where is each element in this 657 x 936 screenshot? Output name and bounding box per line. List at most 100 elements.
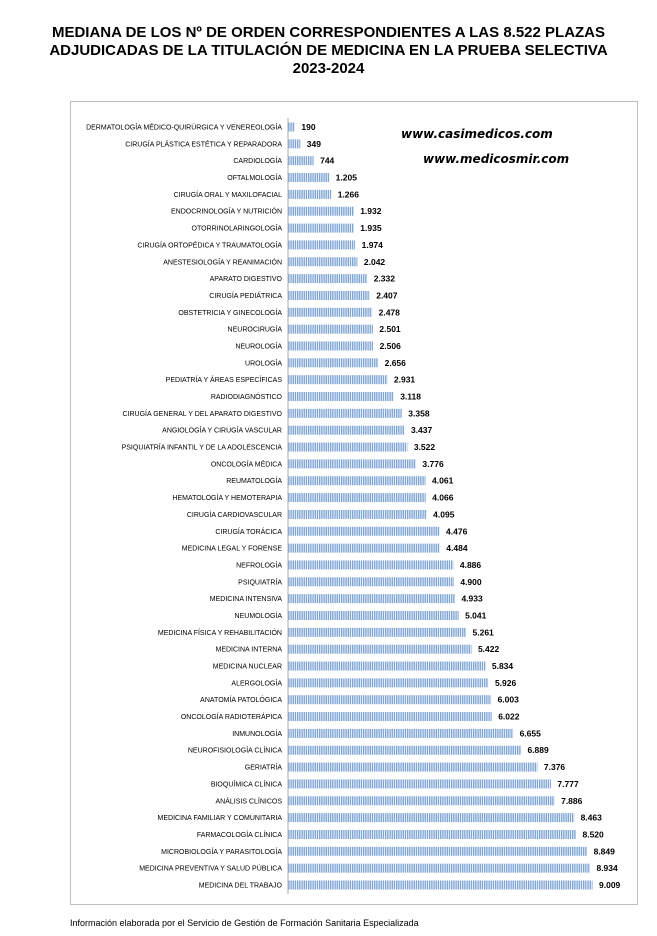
category-label: MEDICINA INTENSIVA xyxy=(210,596,283,603)
value-label: 5.422 xyxy=(478,644,500,654)
value-label: 3.522 xyxy=(414,442,436,452)
category-label: CIRUGÍA PLÁSTICA ESTÉTICA Y REPARADORA xyxy=(125,139,282,148)
watermark-casimedicos: www.casimedicos.com xyxy=(401,127,553,141)
bar xyxy=(288,813,575,823)
category-label: CIRUGÍA PEDIÁTRICA xyxy=(209,291,282,300)
value-label: 6.022 xyxy=(498,712,520,722)
bar xyxy=(288,594,455,604)
value-label: 8.520 xyxy=(582,829,604,839)
category-label: HEMATOLOGÍA Y HEMOTERAPIA xyxy=(172,493,282,502)
bar xyxy=(288,745,521,755)
category-label: MEDICINA PREVENTIVA Y SALUD PÚBLICA xyxy=(139,864,282,873)
category-label: ANATOMÍA PATOLÓGICA xyxy=(200,695,282,704)
value-label: 3.358 xyxy=(408,408,430,418)
bar xyxy=(288,223,354,233)
bar xyxy=(288,661,486,671)
category-label: MEDICINA NUCLEAR xyxy=(213,664,282,671)
value-label: 190 xyxy=(301,122,315,132)
value-label: 7.376 xyxy=(544,762,566,772)
bar xyxy=(288,375,388,385)
category-label: RADIODIAGNÓSTICO xyxy=(211,392,283,401)
value-label: 8.849 xyxy=(594,846,616,856)
category-label: MEDICINA FAMILIAR Y COMUNITARIA xyxy=(158,815,283,822)
bar xyxy=(288,307,373,317)
category-label: ENDOCRINOLOGÍA Y NUTRICIÓN xyxy=(171,207,282,216)
bar xyxy=(288,762,538,772)
category-label: APARATO DIGESTIVO xyxy=(210,276,283,283)
category-label: ALERGOLOGÍA xyxy=(231,678,282,687)
bar xyxy=(288,846,588,856)
value-label: 2.407 xyxy=(376,290,398,300)
bar xyxy=(288,290,370,300)
category-label: OBSTETRICIA Y GINECOLOGÍA xyxy=(178,308,282,317)
bar xyxy=(288,341,374,351)
category-label: OFTALMOLOGÍA xyxy=(227,173,282,182)
category-label: GERIATRÍA xyxy=(245,763,283,772)
chart-frame xyxy=(70,101,638,905)
value-label: 4.886 xyxy=(460,560,482,570)
value-label: 3.776 xyxy=(422,459,444,469)
bars-layer: DERMATOLOGÍA MÉDICO-QUIRÚRGICA Y VENEREO… xyxy=(86,118,621,894)
category-label: PSIQUIATRÍA xyxy=(238,577,282,586)
value-label: 2.478 xyxy=(379,307,401,317)
value-label: 5.926 xyxy=(495,678,517,688)
category-label: PSIQUIATRÍA INFANTIL Y DE LA ADOLESCENCI… xyxy=(122,443,283,452)
value-label: 6.889 xyxy=(527,745,549,755)
bar xyxy=(288,408,402,418)
value-label: 4.476 xyxy=(446,526,468,536)
value-label: 6.655 xyxy=(520,728,542,738)
value-label: 4.900 xyxy=(460,577,482,587)
value-label: 6.003 xyxy=(498,695,520,705)
bar xyxy=(288,139,301,149)
bar xyxy=(288,863,590,873)
category-label: ANESTESIOLOGÍA Y REANIMACIÓN xyxy=(163,257,282,266)
bar xyxy=(288,274,368,284)
category-label: ANÁLISIS CLÍNICOS xyxy=(215,796,282,805)
value-label: 5.041 xyxy=(465,610,487,620)
category-label: REUMATOLOGÍA xyxy=(226,476,282,485)
value-label: 4.484 xyxy=(446,543,468,553)
bar xyxy=(288,526,440,536)
bar xyxy=(288,560,454,570)
category-label: PEDIATRÍA Y ÁREAS ESPECÍFICAS xyxy=(166,375,283,384)
value-label: 3.118 xyxy=(400,392,421,402)
value-label: 2.042 xyxy=(364,257,386,267)
value-label: 7.886 xyxy=(561,796,583,806)
value-label: 8.934 xyxy=(596,863,618,873)
value-label: 2.656 xyxy=(385,358,407,368)
category-label: NEUROFISIOLOGÍA CLÍNICA xyxy=(188,746,282,755)
value-label: 349 xyxy=(307,139,321,149)
category-label: NEUMOLOGÍA xyxy=(235,611,283,620)
value-label: 1.205 xyxy=(336,173,358,183)
bar xyxy=(288,728,514,738)
bar xyxy=(288,476,426,486)
bar xyxy=(288,678,489,688)
value-label: 4.933 xyxy=(461,594,483,604)
value-label: 4.061 xyxy=(432,476,454,486)
category-label: NEFROLOGÍA xyxy=(236,560,282,569)
category-label: MEDICINA DEL TRABAJO xyxy=(199,883,283,890)
bar xyxy=(288,712,492,722)
bar xyxy=(288,173,330,183)
category-label: CIRUGÍA ORAL Y MAXILOFACIAL xyxy=(174,190,283,199)
category-label: BIOQUÍMICA CLÍNICA xyxy=(211,779,283,788)
bar xyxy=(288,206,354,216)
category-label: NEUROCIRUGÍA xyxy=(228,325,283,334)
value-label: 4.095 xyxy=(433,509,455,519)
value-label: 1.266 xyxy=(338,189,360,199)
value-label: 1.935 xyxy=(360,223,382,233)
bar xyxy=(288,695,492,705)
value-label: 2.501 xyxy=(379,324,401,334)
category-label: FARMACOLOGÍA CLÍNICA xyxy=(197,830,283,839)
watermark-medicosmir: www.medicosmir.com xyxy=(423,152,570,166)
category-label: CIRUGÍA CARDIOVASCULAR xyxy=(187,510,282,519)
category-label: ANGIOLOGÍA Y CIRUGÍA VASCULAR xyxy=(162,426,282,435)
bar xyxy=(288,644,472,654)
category-label: CARDIOLOGÍA xyxy=(233,156,282,165)
value-label: 2.506 xyxy=(380,341,402,351)
bar xyxy=(288,392,394,402)
bar xyxy=(288,442,408,452)
chart-title: MEDIANA DE LOS Nº DE ORDEN CORRESPONDIEN… xyxy=(49,24,608,77)
value-label: 4.066 xyxy=(432,493,454,503)
category-label: INMUNOLOGÍA xyxy=(232,729,282,738)
